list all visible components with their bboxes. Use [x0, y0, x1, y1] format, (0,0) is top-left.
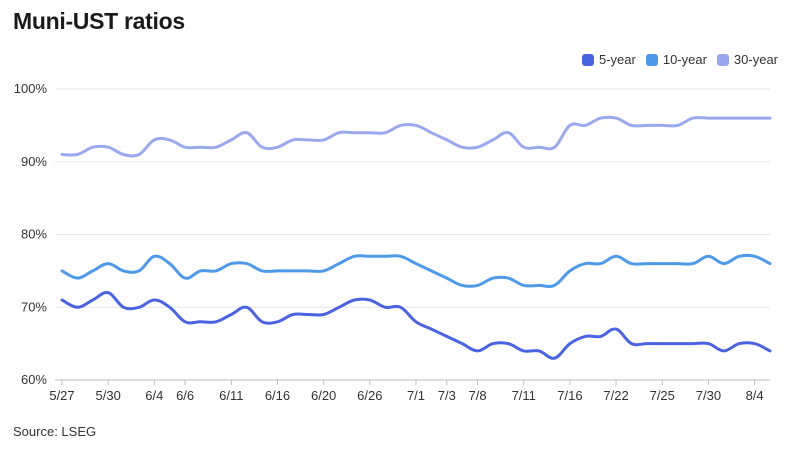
y-tick-label-60: 60%	[21, 372, 47, 387]
y-tick-label-70: 70%	[21, 299, 47, 314]
legend-item-10-year[interactable]: 10-year	[645, 52, 707, 67]
legend-swatch-5-year	[581, 53, 594, 66]
series-line-5-year	[60, 291, 772, 360]
x-tick-label: 6/4	[145, 388, 163, 403]
x-tick-label: 7/1	[407, 388, 425, 403]
source-note: Source: LSEG	[13, 424, 97, 439]
x-tick-label: 6/26	[357, 388, 382, 403]
series-line-30-year	[60, 115, 772, 158]
legend: 5-year 10-year 30-year	[581, 52, 778, 67]
legend-swatch-10-year	[645, 53, 658, 66]
x-tick-label: 7/11	[512, 388, 536, 403]
legend-label-10-year: 10-year	[662, 52, 707, 67]
legend-label-5-year: 5-year	[598, 52, 636, 67]
legend-item-30-year[interactable]: 30-year	[716, 52, 778, 67]
x-tick-label: 7/3	[438, 388, 456, 403]
x-tick-label: 7/30	[696, 388, 721, 403]
x-tick-label: 7/22	[603, 388, 628, 403]
x-tick-label: 7/8	[469, 388, 487, 403]
series-line-10-year	[60, 253, 772, 289]
x-tick-label: 7/16	[557, 388, 582, 403]
x-tick-label: 5/27	[49, 388, 74, 403]
x-tick-label: 6/11	[219, 388, 243, 403]
x-tick-label: 5/30	[96, 388, 121, 403]
x-tick-label: 6/20	[311, 388, 336, 403]
legend-item-5-year[interactable]: 5-year	[581, 52, 636, 67]
legend-label-30-year: 30-year	[733, 52, 778, 67]
y-tick-label-90: 90%	[21, 154, 47, 169]
y-tick-label-100: 100%	[14, 81, 48, 96]
chart-title: Muni-UST ratios	[13, 8, 185, 34]
legend-swatch-30-year	[716, 53, 729, 66]
x-tick-label: 6/6	[176, 388, 194, 403]
y-tick-label-80: 80%	[21, 227, 47, 242]
x-tick-label: 6/16	[265, 388, 290, 403]
x-tick-label: 7/25	[650, 388, 675, 403]
x-tick-label: 8/4	[746, 388, 764, 403]
